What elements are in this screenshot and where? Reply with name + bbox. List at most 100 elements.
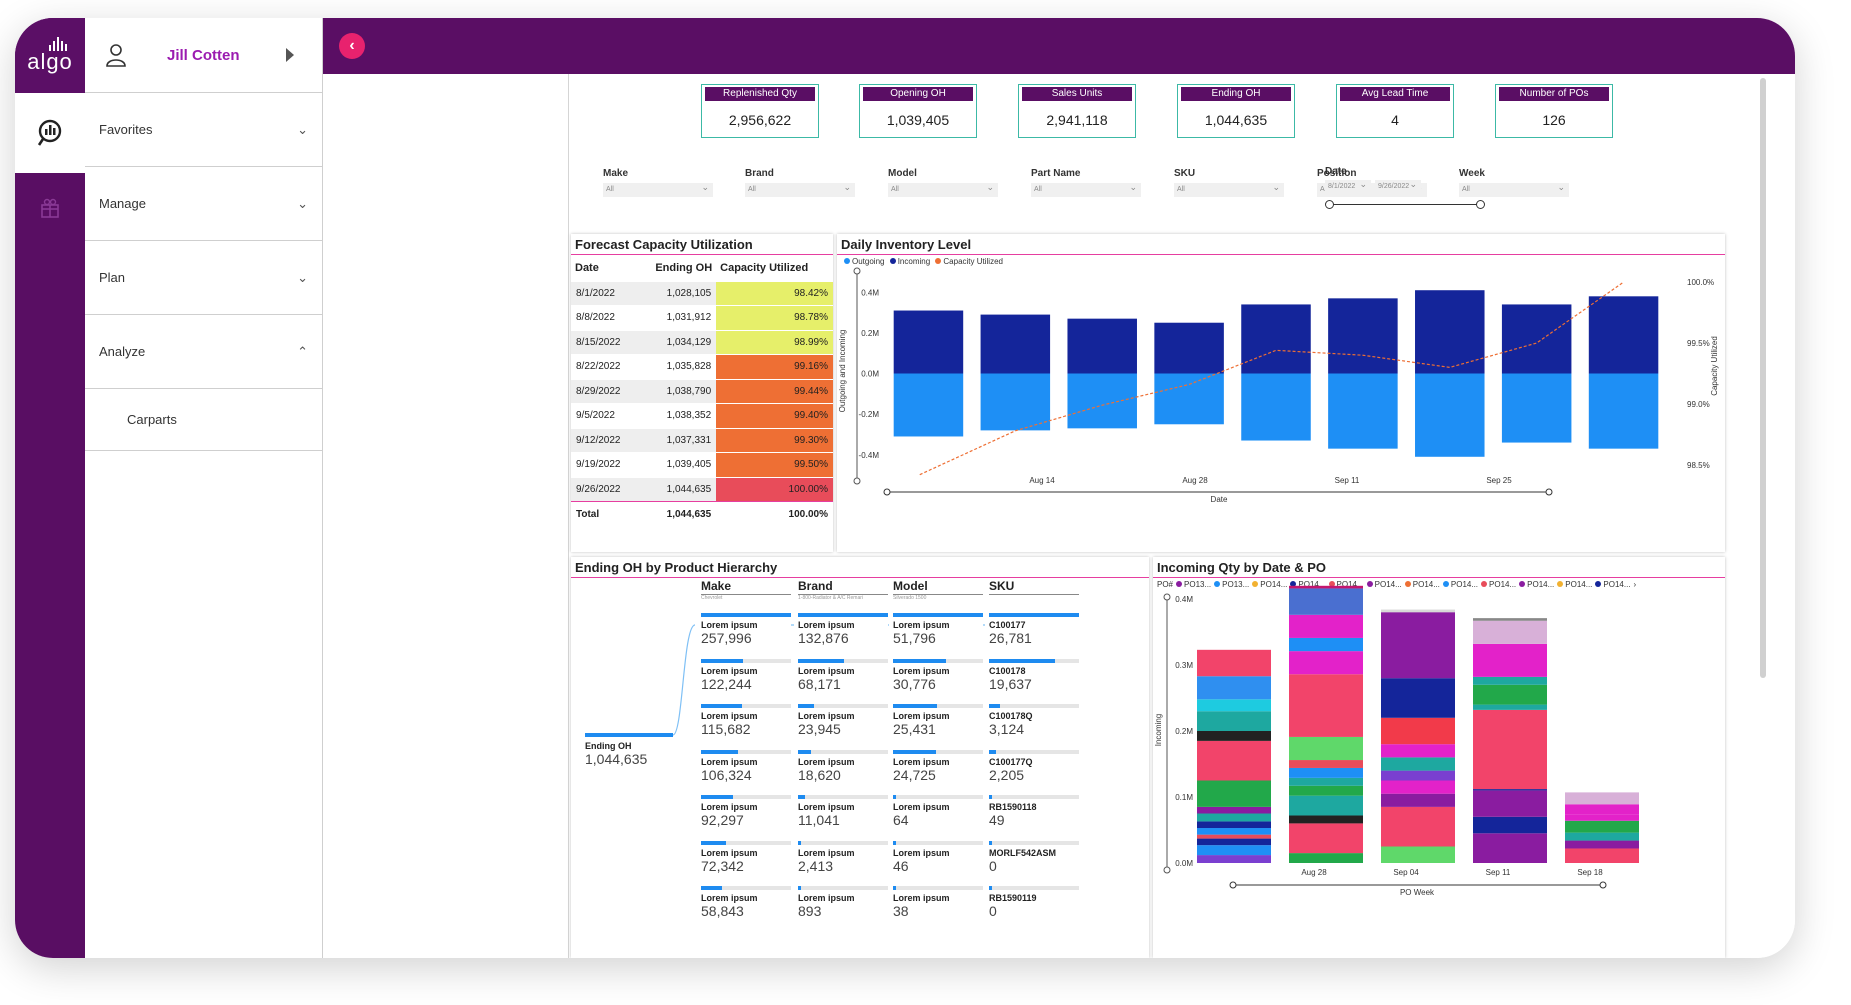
- stack-segment: [1381, 770, 1455, 781]
- slicer-make[interactable]: Make All: [603, 168, 713, 197]
- tree-node[interactable]: Lorem ipsum 2,413: [798, 840, 888, 887]
- col-capacity[interactable]: Capacity Utilized: [720, 261, 809, 274]
- table-row[interactable]: 8/15/2022 1,034,129 98.99%: [571, 329, 833, 355]
- table-row[interactable]: 8/1/2022 1,028,105 98.42%: [571, 280, 833, 306]
- nav-item-analyze[interactable]: Analyze ⌃: [85, 315, 322, 389]
- slicer-dropdown[interactable]: All: [888, 180, 998, 197]
- legend-entry[interactable]: PO14...: [1412, 580, 1440, 589]
- legend-entry[interactable]: PO14...: [1450, 580, 1479, 589]
- tree-node[interactable]: Lorem ipsum 11,041: [798, 795, 888, 841]
- scrollbar[interactable]: [1760, 78, 1766, 678]
- tree-node[interactable]: C100178 19,637: [989, 658, 1079, 705]
- tree-node[interactable]: Lorem ipsum 92,297: [701, 795, 791, 841]
- x-tick-label: Sep 25: [1486, 476, 1512, 485]
- legend-entry[interactable]: PO14...: [1565, 580, 1593, 589]
- slicer-model[interactable]: Model All: [888, 168, 998, 197]
- y-tick-label: 0.2M: [1175, 727, 1193, 736]
- legend-entry[interactable]: PO13...: [1222, 580, 1250, 589]
- tree-node[interactable]: RB1590118 49: [989, 795, 1079, 841]
- tree-node[interactable]: Lorem ipsum 68,171: [798, 658, 888, 705]
- date-from[interactable]: 8/1/2022: [1325, 177, 1371, 194]
- nav-item-manage[interactable]: Manage ⌄: [85, 167, 322, 241]
- tree-node[interactable]: Lorem ipsum 64: [893, 795, 983, 841]
- nav-item-plan[interactable]: Plan ⌄: [85, 241, 322, 315]
- tree-node[interactable]: Lorem ipsum 24,725: [893, 749, 983, 796]
- stack-segment: [1381, 780, 1455, 794]
- analytics-icon[interactable]: [15, 93, 85, 173]
- nav-item-favorites[interactable]: Favorites ⌄: [85, 93, 322, 167]
- table-row[interactable]: 9/19/2022 1,039,405 99.50%: [571, 452, 833, 477]
- tree-node[interactable]: MORLF542ASM 0: [989, 840, 1079, 887]
- slicer-week[interactable]: Week All: [1459, 168, 1569, 197]
- stack-segment: [1565, 840, 1639, 849]
- slicer-sku[interactable]: SKU All: [1174, 168, 1284, 197]
- back-icon[interactable]: ‹: [339, 33, 365, 59]
- slicer-dropdown[interactable]: All: [745, 180, 855, 197]
- legend-entry[interactable]: PO14...: [1374, 580, 1402, 589]
- stack-segment: [1197, 780, 1271, 807]
- col-date[interactable]: Date: [575, 261, 599, 274]
- tree-root[interactable]: Ending OH 1,044,635: [585, 733, 675, 767]
- nav-sub-item-carparts[interactable]: Carparts: [85, 389, 322, 451]
- user-header[interactable]: Jill Cotten: [85, 18, 322, 93]
- stack-segment: [1289, 760, 1363, 768]
- tree-node[interactable]: Lorem ipsum 18,620: [798, 749, 888, 796]
- table-row[interactable]: 8/29/2022 1,038,790 99.44%: [571, 378, 833, 404]
- gift-icon[interactable]: [15, 183, 85, 233]
- tree-node[interactable]: Lorem ipsum 257,996: [701, 613, 791, 659]
- legend-entry[interactable]: PO14...: [1527, 580, 1555, 589]
- table-row[interactable]: 9/5/2022 1,038,352 99.40%: [571, 403, 833, 428]
- tree-node[interactable]: Lorem ipsum 30,776: [893, 658, 983, 705]
- y-tick-label: 0.1M: [1175, 793, 1193, 802]
- legend-entry[interactable]: PO14...: [1298, 580, 1326, 589]
- date-slicer[interactable]: Date 8/1/2022 9/26/2022: [1325, 166, 1485, 212]
- user-icon: [106, 44, 126, 67]
- y-tick-label: 0.4M: [861, 288, 879, 297]
- tree-node[interactable]: C100177Q 2,205: [989, 749, 1079, 796]
- slicer-dropdown[interactable]: All: [1459, 180, 1569, 197]
- legend-entry[interactable]: PO14...: [1603, 580, 1631, 589]
- tree-node[interactable]: Lorem ipsum 72,342: [701, 840, 791, 887]
- table-row[interactable]: 9/26/2022 1,044,635 100.00%: [571, 476, 833, 502]
- legend-entry[interactable]: PO13...: [1184, 580, 1212, 589]
- legend-entry[interactable]: PO14...: [1489, 580, 1517, 589]
- table-row[interactable]: 8/8/2022 1,031,912 98.78%: [571, 305, 833, 330]
- stack-segment: [1197, 821, 1271, 829]
- slicer-dropdown[interactable]: All: [1031, 180, 1141, 197]
- x-axis-label: PO Week: [1400, 888, 1435, 897]
- tree-node[interactable]: Lorem ipsum 132,876: [798, 613, 888, 659]
- tree-node[interactable]: Lorem ipsum 46: [893, 840, 983, 887]
- tree-node[interactable]: RB1590119 0: [989, 886, 1079, 932]
- legend-entry[interactable]: PO14...: [1336, 580, 1364, 589]
- slicer-dropdown[interactable]: All: [1174, 180, 1284, 197]
- expand-arrow-icon[interactable]: [286, 48, 294, 62]
- tree-node[interactable]: Lorem ipsum 38: [893, 886, 983, 932]
- slicer-part-name[interactable]: Part Name All: [1031, 168, 1141, 197]
- tree-node[interactable]: C100178Q 3,124: [989, 704, 1079, 750]
- legend-entry[interactable]: PO14...: [1260, 580, 1288, 589]
- tree-node[interactable]: Lorem ipsum 25,431: [893, 704, 983, 750]
- date-range-slider[interactable]: [1325, 198, 1485, 212]
- x-axis-label: Date: [1211, 495, 1228, 504]
- slicer-dropdown[interactable]: All: [603, 180, 713, 197]
- tree-node[interactable]: Lorem ipsum 122,244: [701, 658, 791, 705]
- table-row[interactable]: 9/12/2022 1,037,331 99.30%: [571, 427, 833, 453]
- tree-node[interactable]: Lorem ipsum 115,682: [701, 704, 791, 750]
- y-axis-label: Outgoing and Incoming: [838, 330, 847, 413]
- stack-segment: [1381, 678, 1455, 718]
- tree-node[interactable]: Lorem ipsum 51,796: [893, 613, 983, 659]
- slicer-brand[interactable]: Brand All: [745, 168, 855, 197]
- tree-node[interactable]: Lorem ipsum 23,945: [798, 704, 888, 750]
- date-to[interactable]: 9/26/2022: [1375, 177, 1421, 194]
- tree-node[interactable]: Lorem ipsum 106,324: [701, 749, 791, 796]
- tree-node[interactable]: Lorem ipsum 893: [798, 886, 888, 932]
- stack-segment: [1289, 795, 1363, 816]
- cell-capacity: 99.44%: [716, 378, 833, 404]
- kpi-card: Sales Units 2,941,118: [1018, 84, 1136, 138]
- tree-node[interactable]: C100177 26,781: [989, 613, 1079, 659]
- tree-node[interactable]: Lorem ipsum 58,843: [701, 886, 791, 932]
- col-ending-oh[interactable]: Ending OH: [655, 261, 713, 274]
- nav-item-label: Favorites: [99, 122, 153, 137]
- table-row[interactable]: 8/22/2022 1,035,828 99.16%: [571, 354, 833, 379]
- incoming-bar: [1067, 318, 1137, 374]
